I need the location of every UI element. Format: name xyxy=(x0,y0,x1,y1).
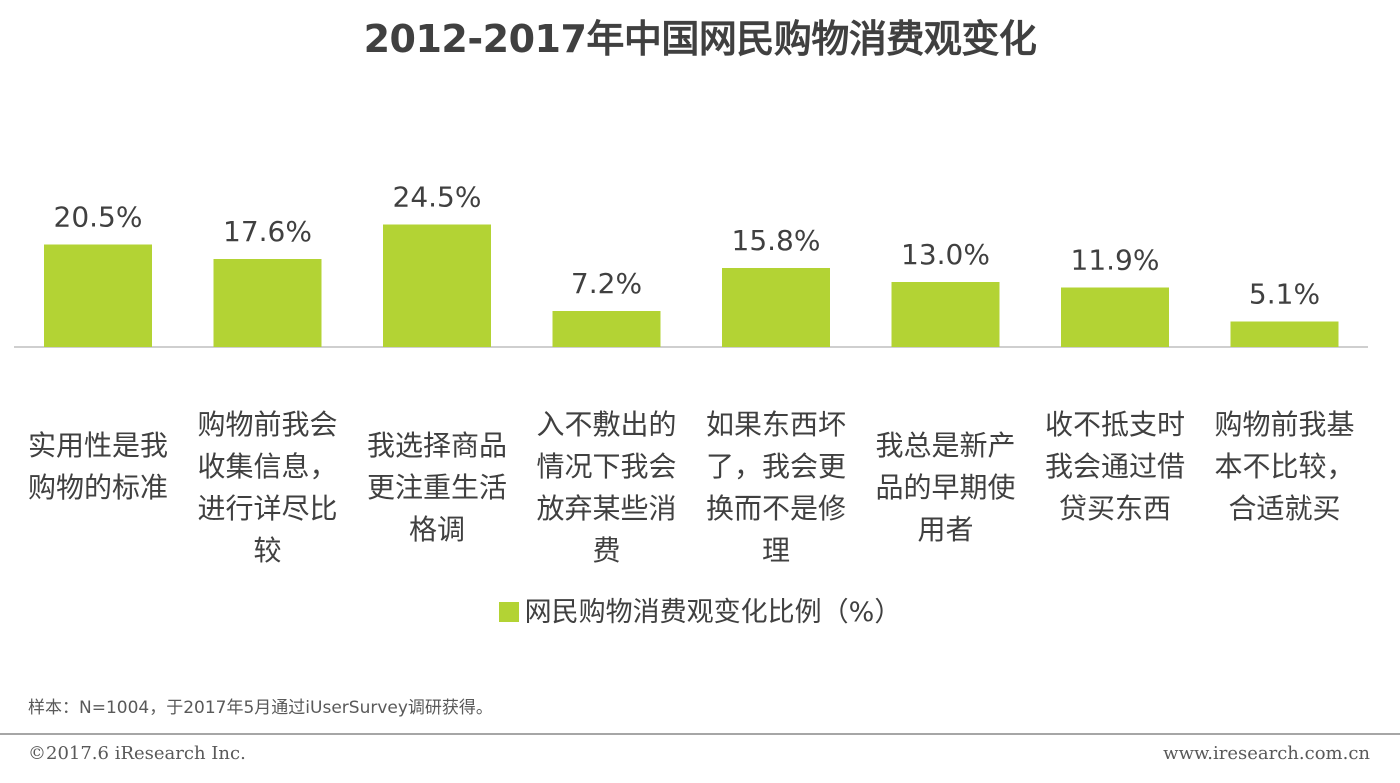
legend-label: 网民购物消费观变化比例（%） xyxy=(524,597,902,628)
bar-value-label: 7.2% xyxy=(571,267,642,300)
bar-value-label: 5.1% xyxy=(1249,278,1320,311)
bar xyxy=(1230,321,1339,347)
category-label: 入不敷出的情况下我会放弃某些消费 xyxy=(536,408,677,567)
bar-value-label: 13.0% xyxy=(901,238,990,271)
bar xyxy=(891,282,1000,347)
legend: 网民购物消费观变化比例（%） xyxy=(0,590,1400,629)
bar xyxy=(722,268,830,347)
bar xyxy=(1061,287,1169,347)
bar-value-label: 20.5% xyxy=(54,201,143,234)
bar-value-label: 17.6% xyxy=(223,215,312,248)
chart-title: 2012-2017年中国网民购物消费观变化 xyxy=(363,17,1037,61)
footer-copyright: ©2017.6 iResearch Inc. xyxy=(28,743,246,764)
bar xyxy=(383,224,491,347)
footer-divider xyxy=(0,733,1400,735)
bar-value-label: 24.5% xyxy=(393,181,482,214)
category-label: 如果东西坏了，我会更换而不是修理 xyxy=(706,408,847,567)
bar xyxy=(213,259,322,347)
category-label: 购物前我会收集信息，进行详尽比较 xyxy=(197,408,338,567)
bar xyxy=(552,311,661,347)
bar xyxy=(44,244,152,347)
footer-website: www.iresearch.com.cn xyxy=(1163,743,1370,764)
bar-value-label: 15.8% xyxy=(732,224,821,257)
category-label: 我总是新产品的早期使用者 xyxy=(875,429,1016,546)
sample-note: 样本：N=1004，于2017年5月通过iUserSurvey调研获得。 xyxy=(28,698,493,718)
category-label: 购物前我基本不比较，合适就买 xyxy=(1214,408,1355,525)
legend-swatch xyxy=(498,602,519,622)
category-label: 收不抵支时我会通过借贷买东西 xyxy=(1045,408,1186,525)
category-label: 实用性是我购物的标准 xyxy=(28,429,169,504)
category-label: 我选择商品更注重生活格调 xyxy=(367,429,508,546)
bar-value-label: 11.9% xyxy=(1071,244,1160,277)
